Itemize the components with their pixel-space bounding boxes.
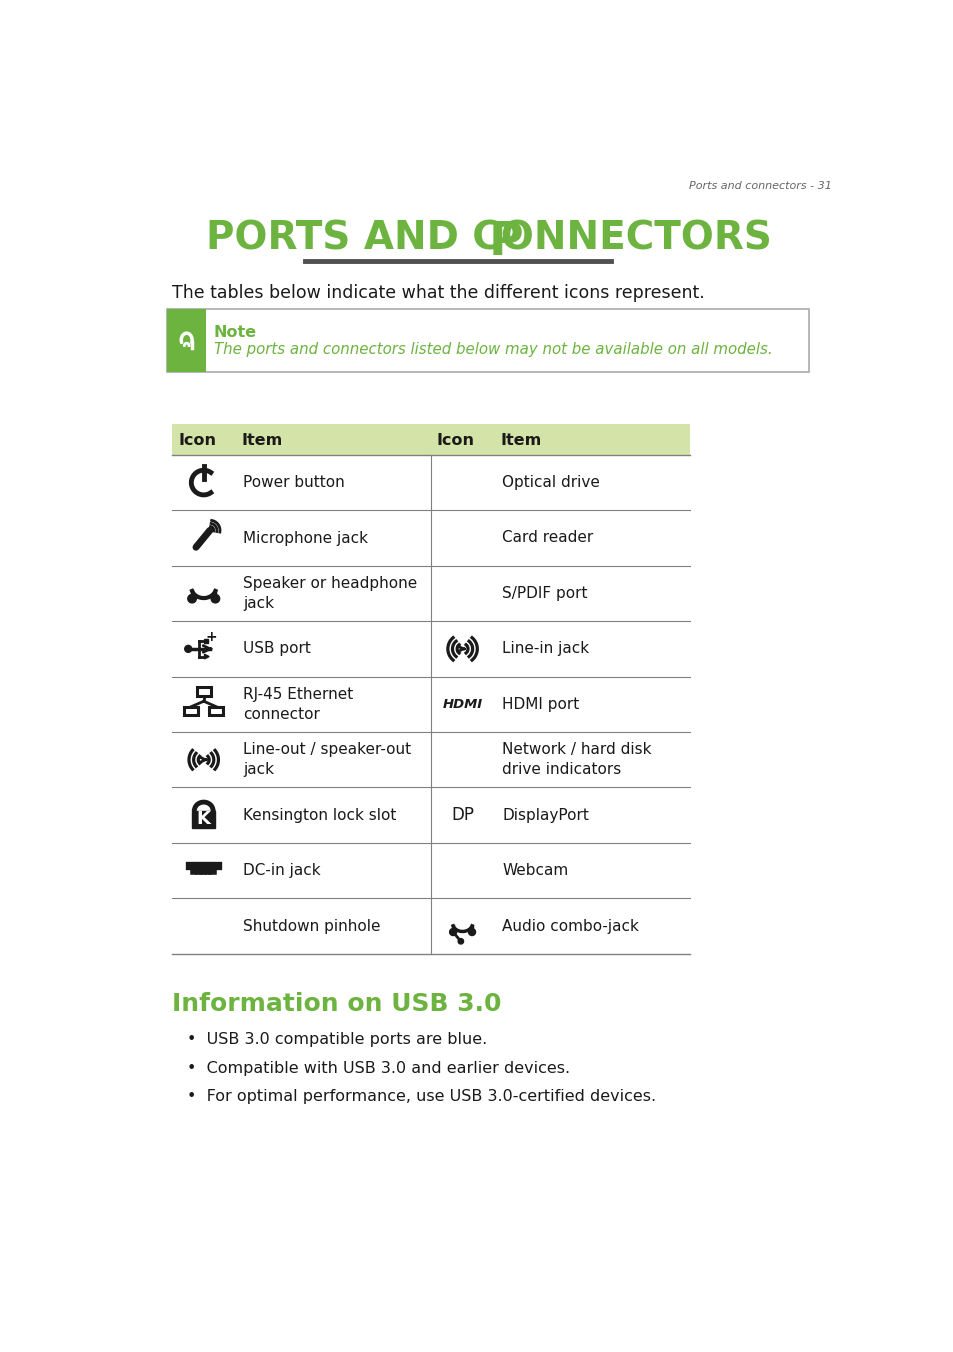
Circle shape <box>188 595 196 603</box>
Circle shape <box>457 938 463 944</box>
Text: Power button: Power button <box>243 475 345 489</box>
Text: Note: Note <box>213 326 256 341</box>
Circle shape <box>449 929 456 936</box>
Text: The ports and connectors listed below may not be available on all models.: The ports and connectors listed below ma… <box>213 342 772 357</box>
Text: Information on USB 3.0: Information on USB 3.0 <box>172 992 501 1017</box>
Text: The tables below indicate what the different icons represent.: The tables below indicate what the diffe… <box>172 284 704 301</box>
Text: S/PDIF port: S/PDIF port <box>501 585 587 600</box>
Text: RJ-45 Ethernet
connector: RJ-45 Ethernet connector <box>243 687 354 722</box>
Bar <box>196 687 211 696</box>
Text: HDMI port: HDMI port <box>501 696 578 711</box>
Text: K: K <box>196 810 211 827</box>
Text: Webcam: Webcam <box>501 863 568 879</box>
Text: Icon: Icon <box>178 434 216 449</box>
Text: Kensington lock slot: Kensington lock slot <box>243 807 396 823</box>
Text: •  For optimal performance, use USB 3.0-certified devices.: • For optimal performance, use USB 3.0-c… <box>187 1090 656 1105</box>
Text: Item: Item <box>241 434 283 449</box>
Text: •  USB 3.0 compatible ports are blue.: • USB 3.0 compatible ports are blue. <box>187 1033 487 1048</box>
Bar <box>184 707 198 715</box>
Text: Network / hard disk
drive indicators: Network / hard disk drive indicators <box>501 742 651 777</box>
Bar <box>167 308 206 372</box>
Polygon shape <box>204 654 209 658</box>
Text: Line-in jack: Line-in jack <box>501 641 589 656</box>
Text: PORTS AND CONNECTORS: PORTS AND CONNECTORS <box>206 220 771 258</box>
Text: Ports and connectors - 31: Ports and connectors - 31 <box>689 181 831 192</box>
Text: DisplayPort: DisplayPort <box>501 807 588 823</box>
Bar <box>167 308 808 372</box>
Text: Microphone jack: Microphone jack <box>243 530 368 545</box>
Bar <box>209 707 223 715</box>
Text: Item: Item <box>500 434 541 449</box>
Bar <box>172 425 689 454</box>
Text: +: + <box>206 630 217 644</box>
Text: Icon: Icon <box>436 434 475 449</box>
Text: USB port: USB port <box>243 641 311 656</box>
Text: Speaker or headphone
jack: Speaker or headphone jack <box>243 576 417 611</box>
Bar <box>204 639 208 644</box>
Bar <box>192 811 215 827</box>
Text: HDMI: HDMI <box>442 698 482 711</box>
Text: Optical drive: Optical drive <box>501 475 599 489</box>
Circle shape <box>211 595 219 603</box>
Text: •  Compatible with USB 3.0 and earlier devices.: • Compatible with USB 3.0 and earlier de… <box>187 1061 570 1076</box>
Text: Shutdown pinhole: Shutdown pinhole <box>243 918 380 934</box>
Circle shape <box>185 645 192 653</box>
Text: DC-in jack: DC-in jack <box>243 863 320 879</box>
Text: P: P <box>488 220 523 265</box>
Text: DP: DP <box>451 806 474 825</box>
Circle shape <box>468 929 475 936</box>
Text: Card reader: Card reader <box>501 530 593 545</box>
Text: Audio combo-jack: Audio combo-jack <box>501 918 639 934</box>
Text: Line-out / speaker-out
jack: Line-out / speaker-out jack <box>243 742 411 777</box>
